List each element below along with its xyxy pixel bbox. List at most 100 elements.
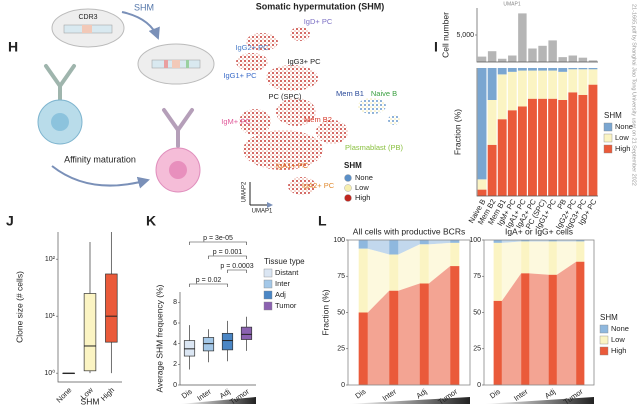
bar-segment xyxy=(493,300,502,385)
bar-segment xyxy=(419,244,429,284)
bar-segment xyxy=(568,69,578,93)
bar-segment xyxy=(588,84,598,196)
gradient-triangle xyxy=(348,397,470,404)
cluster-label: IgA2+ PC xyxy=(302,181,335,190)
bar-segment xyxy=(389,240,399,255)
y-axis-label: Clone size (# cells) xyxy=(14,271,24,343)
bar-segment xyxy=(568,68,578,70)
cluster-label: IgG2+ PC xyxy=(235,43,269,52)
umap-clusters xyxy=(236,27,400,195)
p-value: p = 0.0003 xyxy=(220,263,253,270)
y-tick-label: 2 xyxy=(173,361,177,368)
bar-segment xyxy=(507,110,517,196)
x-axis-label: SHM xyxy=(81,396,100,406)
legend-swatch xyxy=(603,133,613,143)
bar xyxy=(588,60,598,62)
axis-line xyxy=(476,8,598,63)
legend-label: High xyxy=(355,193,370,202)
cdr3-label: CDR3 xyxy=(78,14,97,21)
bar-segment xyxy=(528,98,537,196)
cluster-label: Mem B1 xyxy=(336,89,364,98)
significance-bracket xyxy=(189,241,247,245)
flow xyxy=(556,261,577,385)
p-value: p = 0.001 xyxy=(213,249,242,256)
legend-label: None xyxy=(615,122,633,131)
flow xyxy=(398,283,420,385)
sequence-bar xyxy=(151,59,201,69)
bar-segment xyxy=(497,74,507,120)
bar-segment xyxy=(576,241,585,262)
bar-segment xyxy=(358,248,368,313)
chart-title: All cells with productive BCRs xyxy=(353,226,465,236)
legend-swatch xyxy=(344,174,352,182)
antibody xyxy=(44,64,76,102)
bar-segment xyxy=(558,68,568,72)
y-axis-label: Average SHM frequency (%) xyxy=(154,284,164,392)
y-tick-label: 4 xyxy=(173,341,177,348)
antibody xyxy=(162,108,194,148)
legend-swatch xyxy=(344,184,352,192)
bar-segment xyxy=(517,106,527,196)
y-tick-label: 25 xyxy=(337,346,345,353)
legend-swatch xyxy=(344,194,352,202)
bar-segment xyxy=(578,94,588,196)
bar-segment xyxy=(493,242,502,301)
legend-label: Distant xyxy=(275,268,299,277)
legend-label: High xyxy=(611,346,626,355)
bar xyxy=(578,57,588,62)
bar xyxy=(487,51,497,62)
x-tick-label: Adj xyxy=(543,387,557,401)
legend-title: SHM xyxy=(600,313,618,322)
cluster-label: Mem B2 xyxy=(304,115,332,124)
bar-segment xyxy=(419,283,429,385)
flow xyxy=(398,240,420,255)
x-tick-label: None xyxy=(54,385,73,404)
bar-segment xyxy=(548,68,558,71)
bar-segment xyxy=(548,240,557,242)
bar-segment xyxy=(528,70,537,99)
x-tick-label: Inter xyxy=(512,387,530,403)
box xyxy=(202,337,215,352)
significance-bracket xyxy=(208,255,247,259)
legend-label: Low xyxy=(611,335,625,344)
bar-segment xyxy=(487,100,497,145)
legend-label: High xyxy=(615,144,630,153)
y-tick-label: 6 xyxy=(173,320,177,327)
umap-x-label: UMAP1 xyxy=(252,209,273,215)
box xyxy=(240,326,253,340)
bar-segment xyxy=(521,240,530,242)
bar-segment xyxy=(558,71,568,100)
bar-segment xyxy=(450,266,460,385)
bar xyxy=(558,57,567,62)
bar-segment xyxy=(487,144,497,196)
bar-segment xyxy=(576,240,585,242)
bar-segment xyxy=(497,119,507,196)
bar-segment xyxy=(419,240,429,245)
bar xyxy=(497,58,507,62)
bar-segment xyxy=(538,68,547,71)
gradient-triangle xyxy=(484,397,594,404)
bar-segment xyxy=(548,274,557,385)
y-tick-label: 0 xyxy=(341,382,345,389)
bar-segment xyxy=(548,98,558,196)
significance-bracket xyxy=(227,269,247,273)
umap-title: Somatic hypermutation (SHM) xyxy=(256,1,385,11)
bar-segment xyxy=(477,68,487,180)
flow xyxy=(428,240,451,245)
x-tick-label: Adj xyxy=(414,387,428,401)
bar-segment xyxy=(389,290,399,385)
bar xyxy=(518,13,527,62)
umap-top-label: UMAP1 xyxy=(503,1,520,7)
y-tick-label: 0 xyxy=(477,382,481,389)
y-tick-label: 0 xyxy=(173,382,177,389)
y-tick-label: 75 xyxy=(337,273,345,280)
bar-segment xyxy=(497,68,507,75)
legend-title: SHM xyxy=(344,161,362,170)
box xyxy=(183,340,196,357)
panel-label: J xyxy=(6,213,14,229)
flow xyxy=(398,244,420,291)
umap-y-label: UMAP2 xyxy=(242,181,248,202)
y-tick-label: 25 xyxy=(473,346,481,353)
cluster-label: IgG3+ PC xyxy=(287,57,321,66)
y-tick-label: 100 xyxy=(333,237,345,244)
